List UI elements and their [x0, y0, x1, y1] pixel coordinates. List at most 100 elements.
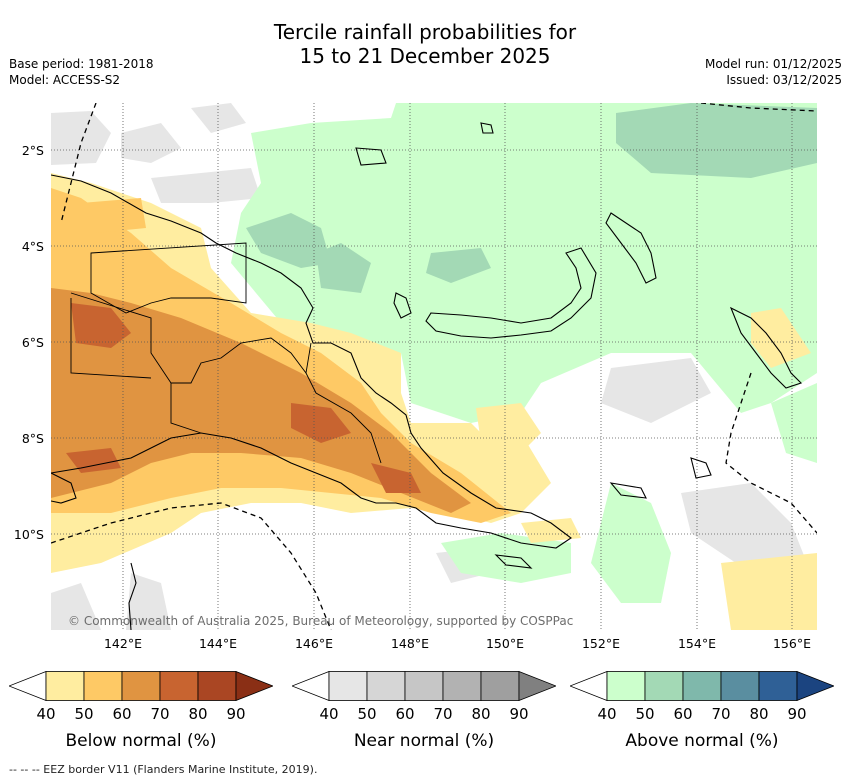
- colorbar-segment: [83, 671, 123, 701]
- lon-label: 148°E: [390, 636, 429, 651]
- colorbar-svg: [7, 670, 275, 702]
- colorbar-tick-label: 40: [36, 705, 56, 723]
- above-normal-region-50: [316, 243, 371, 293]
- near-normal-region: [51, 111, 111, 165]
- lat-label: 10°S: [13, 527, 44, 542]
- map-title: Tercile rainfall probabilities for 15 to…: [0, 20, 850, 68]
- below-normal-region: [721, 553, 817, 630]
- title-line-1: Tercile rainfall probabilities for: [273, 20, 577, 44]
- colorbar-min-arrow: [7, 670, 47, 702]
- colorbar-min-arrow: [568, 670, 608, 702]
- above-normal-region: [231, 103, 817, 423]
- colorbar-tick-label: 90: [787, 705, 807, 723]
- below-normal-region-70: [66, 448, 121, 473]
- lat-label: 6°S: [21, 335, 44, 350]
- near-normal-region: [51, 583, 101, 630]
- below-normal-region-70: [371, 463, 421, 493]
- colorbar-tick-label: 80: [749, 705, 769, 723]
- colorbar-segment: [720, 671, 760, 701]
- colorbar-segment: [404, 671, 444, 701]
- colorbar-tick-label: 50: [74, 705, 94, 723]
- title-line-2: 15 to 21 December 2025: [299, 44, 551, 68]
- colorbar-segment: [328, 671, 368, 701]
- colorbar-segment: [480, 671, 520, 701]
- near-normal-region: [681, 483, 811, 573]
- borders: [70, 242, 382, 464]
- near-normal-region: [151, 168, 261, 203]
- lon-label: 144°E: [198, 636, 237, 651]
- lon-label: 152°E: [581, 636, 620, 651]
- colorbar-svg: [568, 670, 836, 702]
- colorbar-segment: [442, 671, 482, 701]
- colorbar-title: Near normal (%): [353, 731, 495, 751]
- colorbar-tick-label: 70: [711, 705, 731, 723]
- colorbar-tick-label: 60: [112, 705, 132, 723]
- colorbar-segment: [758, 671, 798, 701]
- above-normal-region: [771, 383, 817, 463]
- lat-label: 2°S: [21, 143, 44, 158]
- colorbar-segment: [606, 671, 646, 701]
- below-normal-region-50: [81, 198, 146, 233]
- colorbar-tick-label: 40: [319, 705, 339, 723]
- meta-right: Model run: 01/12/2025 Issued: 03/12/2025: [705, 56, 842, 88]
- map-canvas: [51, 103, 817, 630]
- model-run: Model run: 01/12/2025: [704, 57, 842, 71]
- colorbar-max-arrow: [518, 670, 558, 702]
- colorbar-tick-label: 50: [635, 705, 655, 723]
- colorbar-tick-label: 50: [357, 705, 377, 723]
- lon-label: 146°E: [294, 636, 333, 651]
- colorbar-tick-label: 70: [150, 705, 170, 723]
- colorbar-tick-label: 40: [597, 705, 617, 723]
- colorbar-segment: [644, 671, 684, 701]
- base-period: Base period: 1981-2018: [9, 57, 154, 71]
- below-normal-region-60: [51, 288, 471, 513]
- lat-label: 8°S: [21, 431, 44, 446]
- lon-label: 154°E: [677, 636, 716, 651]
- colorbar-segment: [366, 671, 406, 701]
- colorbar-tick-label: 90: [509, 705, 529, 723]
- eez-footnote: -- -- -- EEZ border V11 (Flanders Marine…: [9, 763, 318, 776]
- above-normal-region: [591, 483, 671, 603]
- below-normal-region: [521, 518, 581, 543]
- probability-map: [51, 103, 817, 630]
- colorbar-tick-label: 70: [433, 705, 453, 723]
- colorbar-max-arrow: [796, 670, 836, 702]
- eez-borders: [51, 103, 817, 630]
- near-normal-region: [601, 358, 711, 423]
- near-normal-region: [121, 123, 181, 163]
- colorbar: [568, 670, 836, 705]
- colorbar-segment: [121, 671, 161, 701]
- copyright-notice: © Commonwealth of Australia 2025, Bureau…: [68, 614, 574, 628]
- colorbar-max-arrow: [235, 670, 275, 702]
- colorbar: [290, 670, 558, 705]
- model-name: Model: ACCESS-S2: [9, 73, 121, 87]
- colorbar-title: Below normal (%): [65, 731, 217, 751]
- colorbar-tick-label: 60: [673, 705, 693, 723]
- issued-date: Issued: 03/12/2025: [726, 73, 842, 87]
- colorbar: [7, 670, 275, 705]
- lat-label: 4°S: [21, 239, 44, 254]
- colorbar-tick-label: 80: [471, 705, 491, 723]
- colorbar-title: Above normal (%): [625, 731, 779, 751]
- colorbar-tick-label: 60: [395, 705, 415, 723]
- above-normal-region-50: [616, 103, 817, 178]
- colorbar-min-arrow: [290, 670, 330, 702]
- colorbar-segment: [159, 671, 199, 701]
- near-normal-region: [126, 573, 171, 630]
- colorbar-segment: [197, 671, 237, 701]
- coastlines: [51, 122, 803, 630]
- above-normal-region-50: [426, 248, 491, 283]
- below-normal-region-70: [71, 303, 131, 348]
- lon-label: 156°E: [772, 636, 811, 651]
- lon-label: 142°E: [103, 636, 142, 651]
- colorbar-tick-label: 80: [188, 705, 208, 723]
- above-normal-region-50: [246, 213, 331, 268]
- meta-left: Base period: 1981-2018 Model: ACCESS-S2: [9, 56, 154, 88]
- colorbar-tick-label: 90: [226, 705, 246, 723]
- colorbar-segment: [682, 671, 722, 701]
- lon-label: 150°E: [485, 636, 524, 651]
- colorbar-svg: [290, 670, 558, 702]
- colorbar-segment: [45, 671, 85, 701]
- below-normal-region: [751, 308, 811, 368]
- below-normal-region: [476, 403, 541, 453]
